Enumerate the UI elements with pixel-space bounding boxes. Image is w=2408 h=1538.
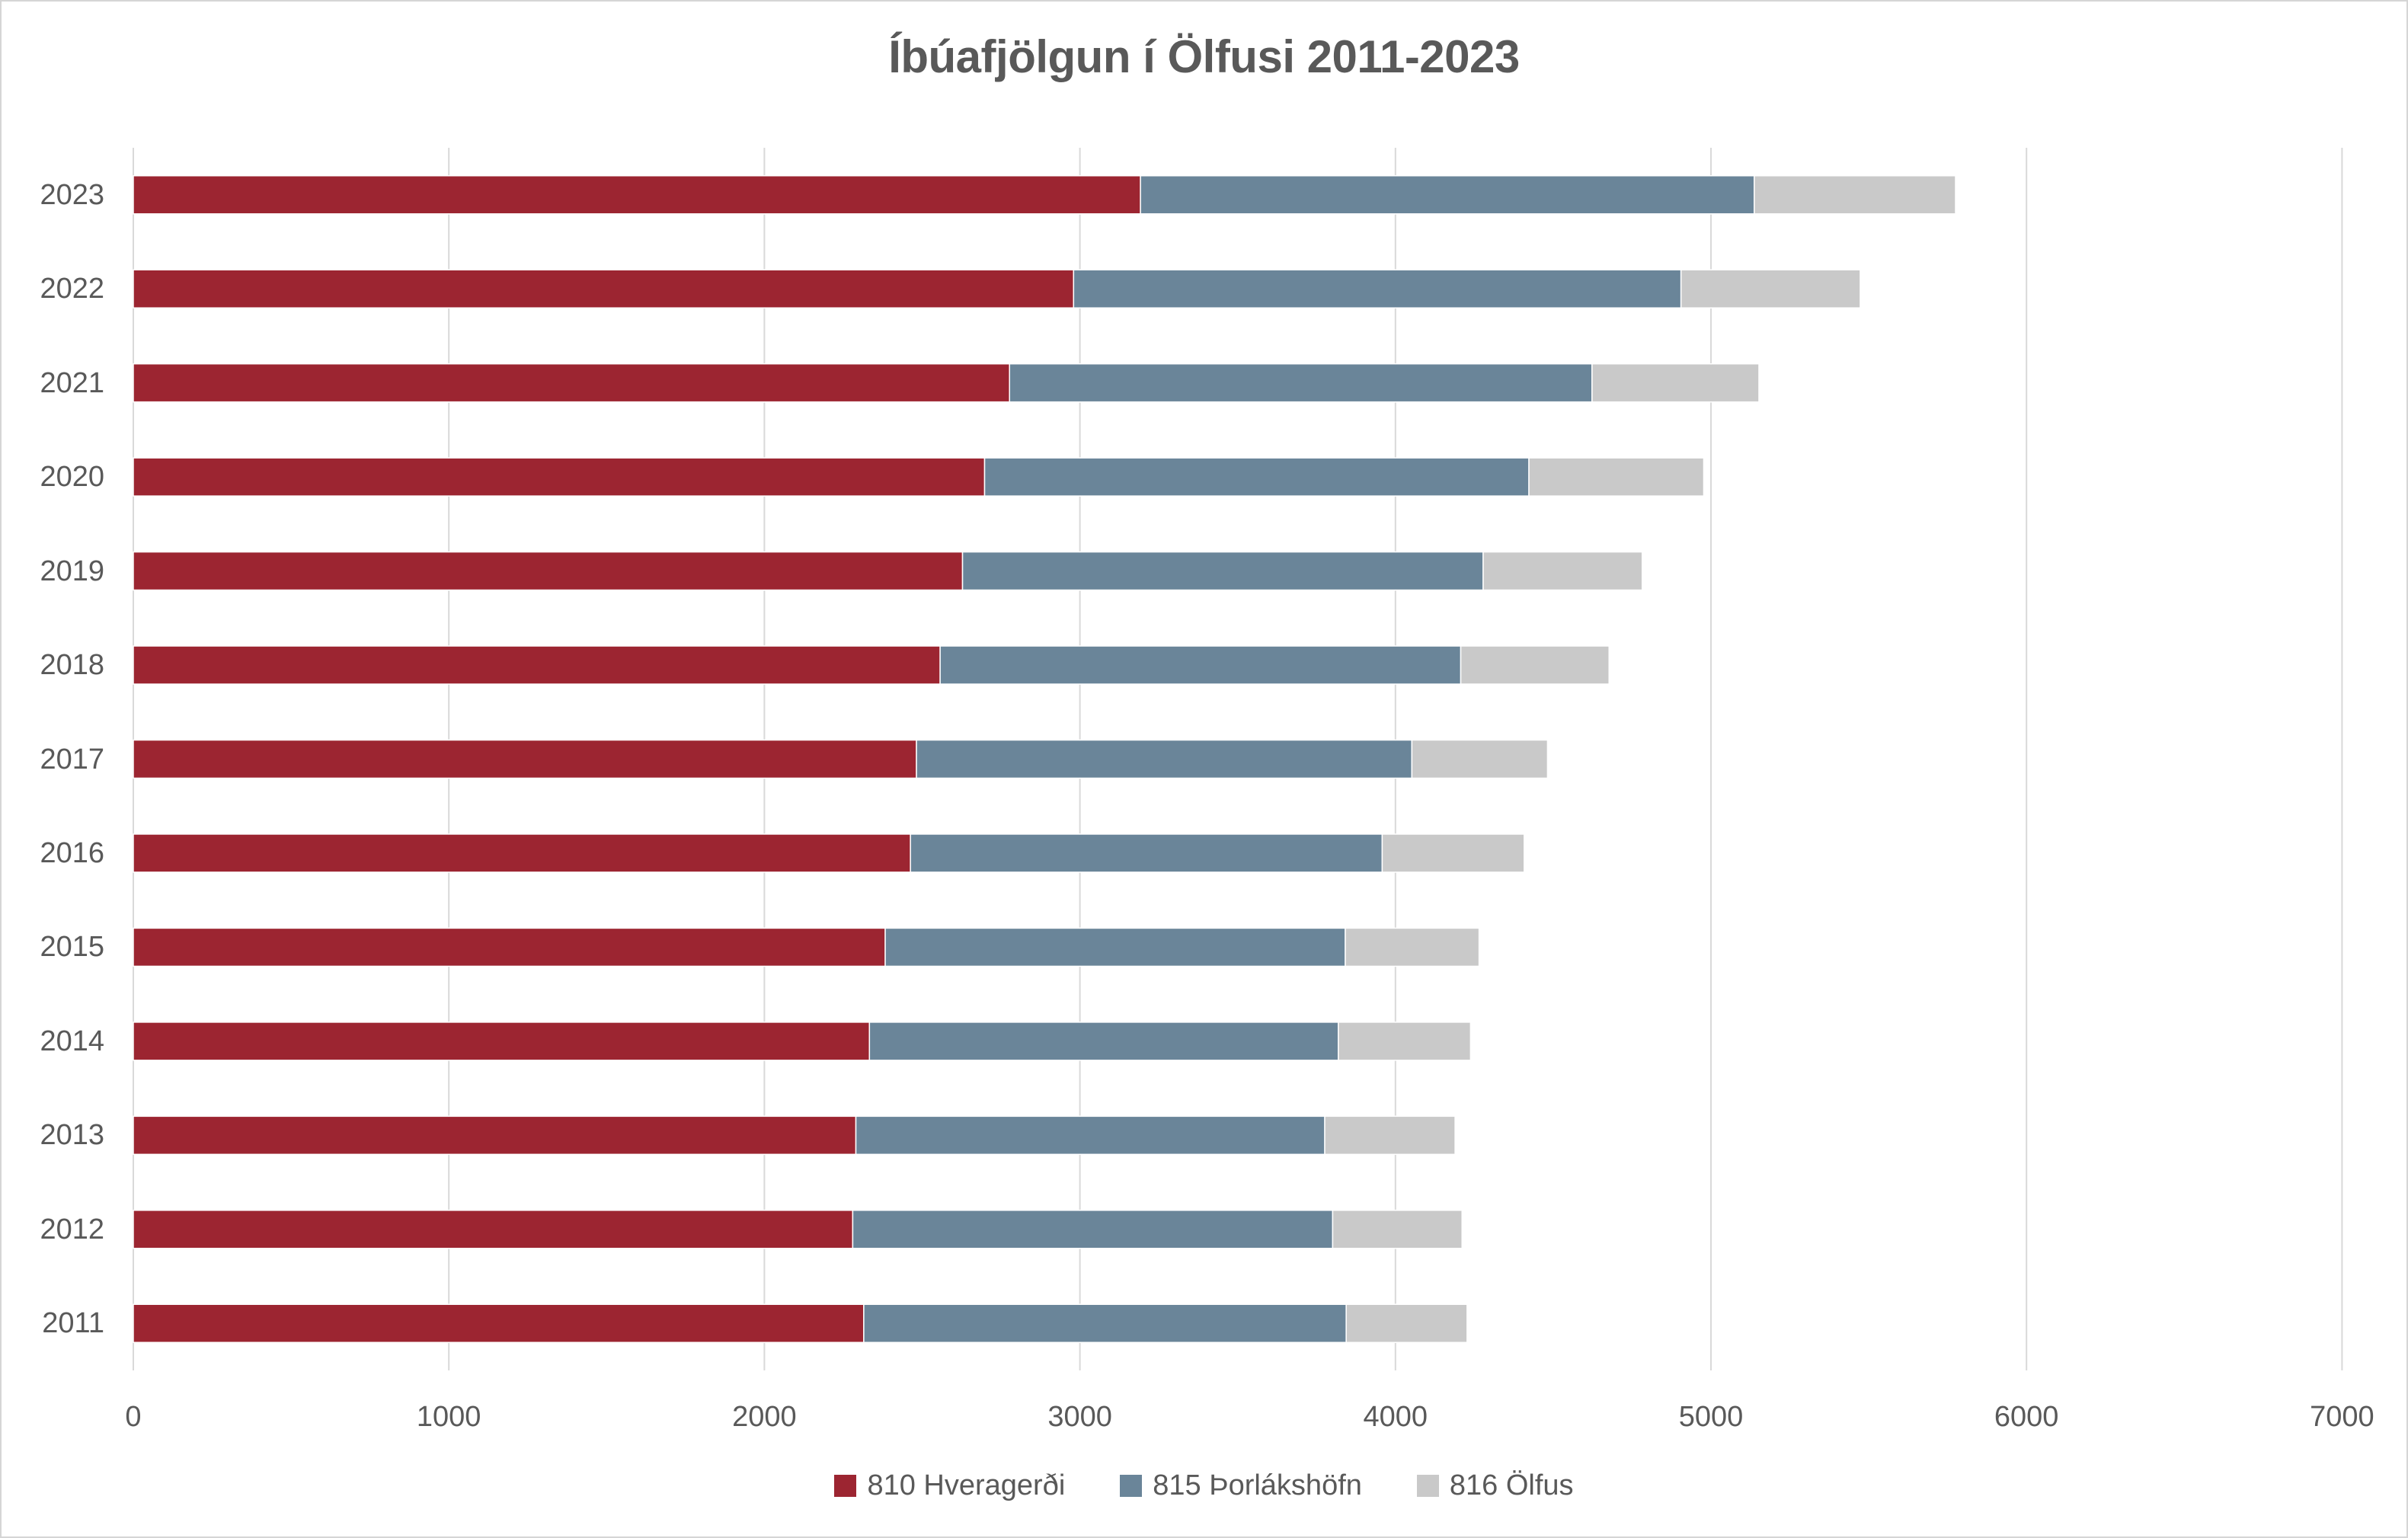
bar-segment-2011-816 [1345,1303,1468,1344]
x-axis-label-0: 0 [125,1401,142,1433]
bar-segment-2014-816 [1338,1022,1472,1061]
bar-segment-2017-816 [1411,739,1549,779]
y-axis-label-2020: 2020 [40,461,104,494]
bar-segment-2012-815 [852,1210,1334,1249]
bar-segment-2016-810 [133,833,911,873]
bar-segment-2019-815 [961,551,1484,591]
legend: 810 Hveragerði 815 Þorlákshöfn 816 Ölfus [2,1461,2406,1510]
bar-segment-2020-815 [983,457,1530,497]
bar-segment-2019-810 [133,551,964,591]
bar-segment-2017-815 [916,739,1413,779]
bar-segment-2013-816 [1324,1115,1456,1156]
bar-segment-2012-810 [133,1210,854,1249]
legend-item-816: 816 Ölfus [1416,1469,1574,1502]
bar-segment-2021-815 [1009,363,1593,403]
bar-segment-2015-816 [1345,927,1480,967]
x-axis-label-3000: 3000 [1047,1401,1112,1433]
bar-segment-2021-810 [133,363,1010,403]
legend-item-810: 810 Hveragerði [834,1469,1065,1502]
bar-segment-2018-816 [1460,645,1610,685]
legend-label: 810 Hveragerði [867,1469,1066,1501]
bar-segment-2012-816 [1332,1210,1463,1249]
bar-segment-2014-810 [133,1022,871,1061]
legend-label: 816 Ölfus [1449,1469,1574,1501]
y-axis-label-2022: 2022 [40,273,104,305]
y-axis-label-2018: 2018 [40,649,104,682]
bar-segment-2013-815 [855,1115,1326,1156]
bar-segment-2015-815 [884,927,1346,967]
legend-item-815: 815 Þorlákshöfn [1120,1469,1362,1502]
y-axis-label-2013: 2013 [40,1119,104,1152]
bar-segment-2017-810 [133,739,917,779]
y-axis-label-2014: 2014 [40,1025,104,1057]
bar-segment-2020-810 [133,457,986,497]
bar-segment-2019-816 [1482,551,1643,591]
bar-segment-2014-815 [868,1022,1339,1061]
bar-segment-2022-810 [133,269,1075,309]
x-axis-label-2000: 2000 [732,1401,797,1433]
y-axis-label-2015: 2015 [40,931,104,964]
legend-swatch-icon [1120,1474,1143,1497]
y-axis-label-2021: 2021 [40,366,104,399]
y-axis-label-2011: 2011 [42,1307,104,1340]
x-axis-label-6000: 6000 [1994,1401,2059,1433]
y-axis-label-2023: 2023 [40,178,104,211]
y-axis-label-2017: 2017 [40,743,104,775]
x-axis-label-4000: 4000 [1363,1401,1428,1433]
y-axis-label-2012: 2012 [40,1213,104,1245]
x-axis-label-5000: 5000 [1678,1401,1744,1433]
legend-swatch-icon [834,1474,857,1497]
bar-segment-2022-816 [1680,269,1861,309]
bar-segment-2023-815 [1140,174,1755,215]
x-axis-label-1000: 1000 [416,1401,481,1433]
bar-segment-2022-815 [1073,269,1682,309]
legend-label: 815 Þorlákshöfn [1153,1469,1362,1501]
bar-segment-2018-810 [133,645,941,685]
bar-segment-2018-815 [939,645,1462,685]
bar-segment-2020-816 [1528,457,1705,497]
bar-segment-2016-816 [1381,833,1525,873]
bar-segment-2015-810 [133,927,886,967]
legend-swatch-icon [1416,1474,1439,1497]
bar-segment-2021-816 [1591,363,1760,403]
chart-title: Íbúafjölgun í Ölfusi 2011-2023 [888,31,1520,82]
y-axis-label-2016: 2016 [40,836,104,869]
bar-segment-2011-810 [133,1303,865,1344]
bar-segment-2011-815 [863,1303,1347,1344]
bar-segment-2013-810 [133,1115,857,1156]
bar-segment-2016-815 [910,833,1383,873]
bar-segment-2023-816 [1753,174,1956,215]
bar-segment-2023-810 [133,174,1141,215]
x-axis-label-7000: 7000 [2310,1401,2374,1433]
y-axis-label-2019: 2019 [40,555,104,587]
